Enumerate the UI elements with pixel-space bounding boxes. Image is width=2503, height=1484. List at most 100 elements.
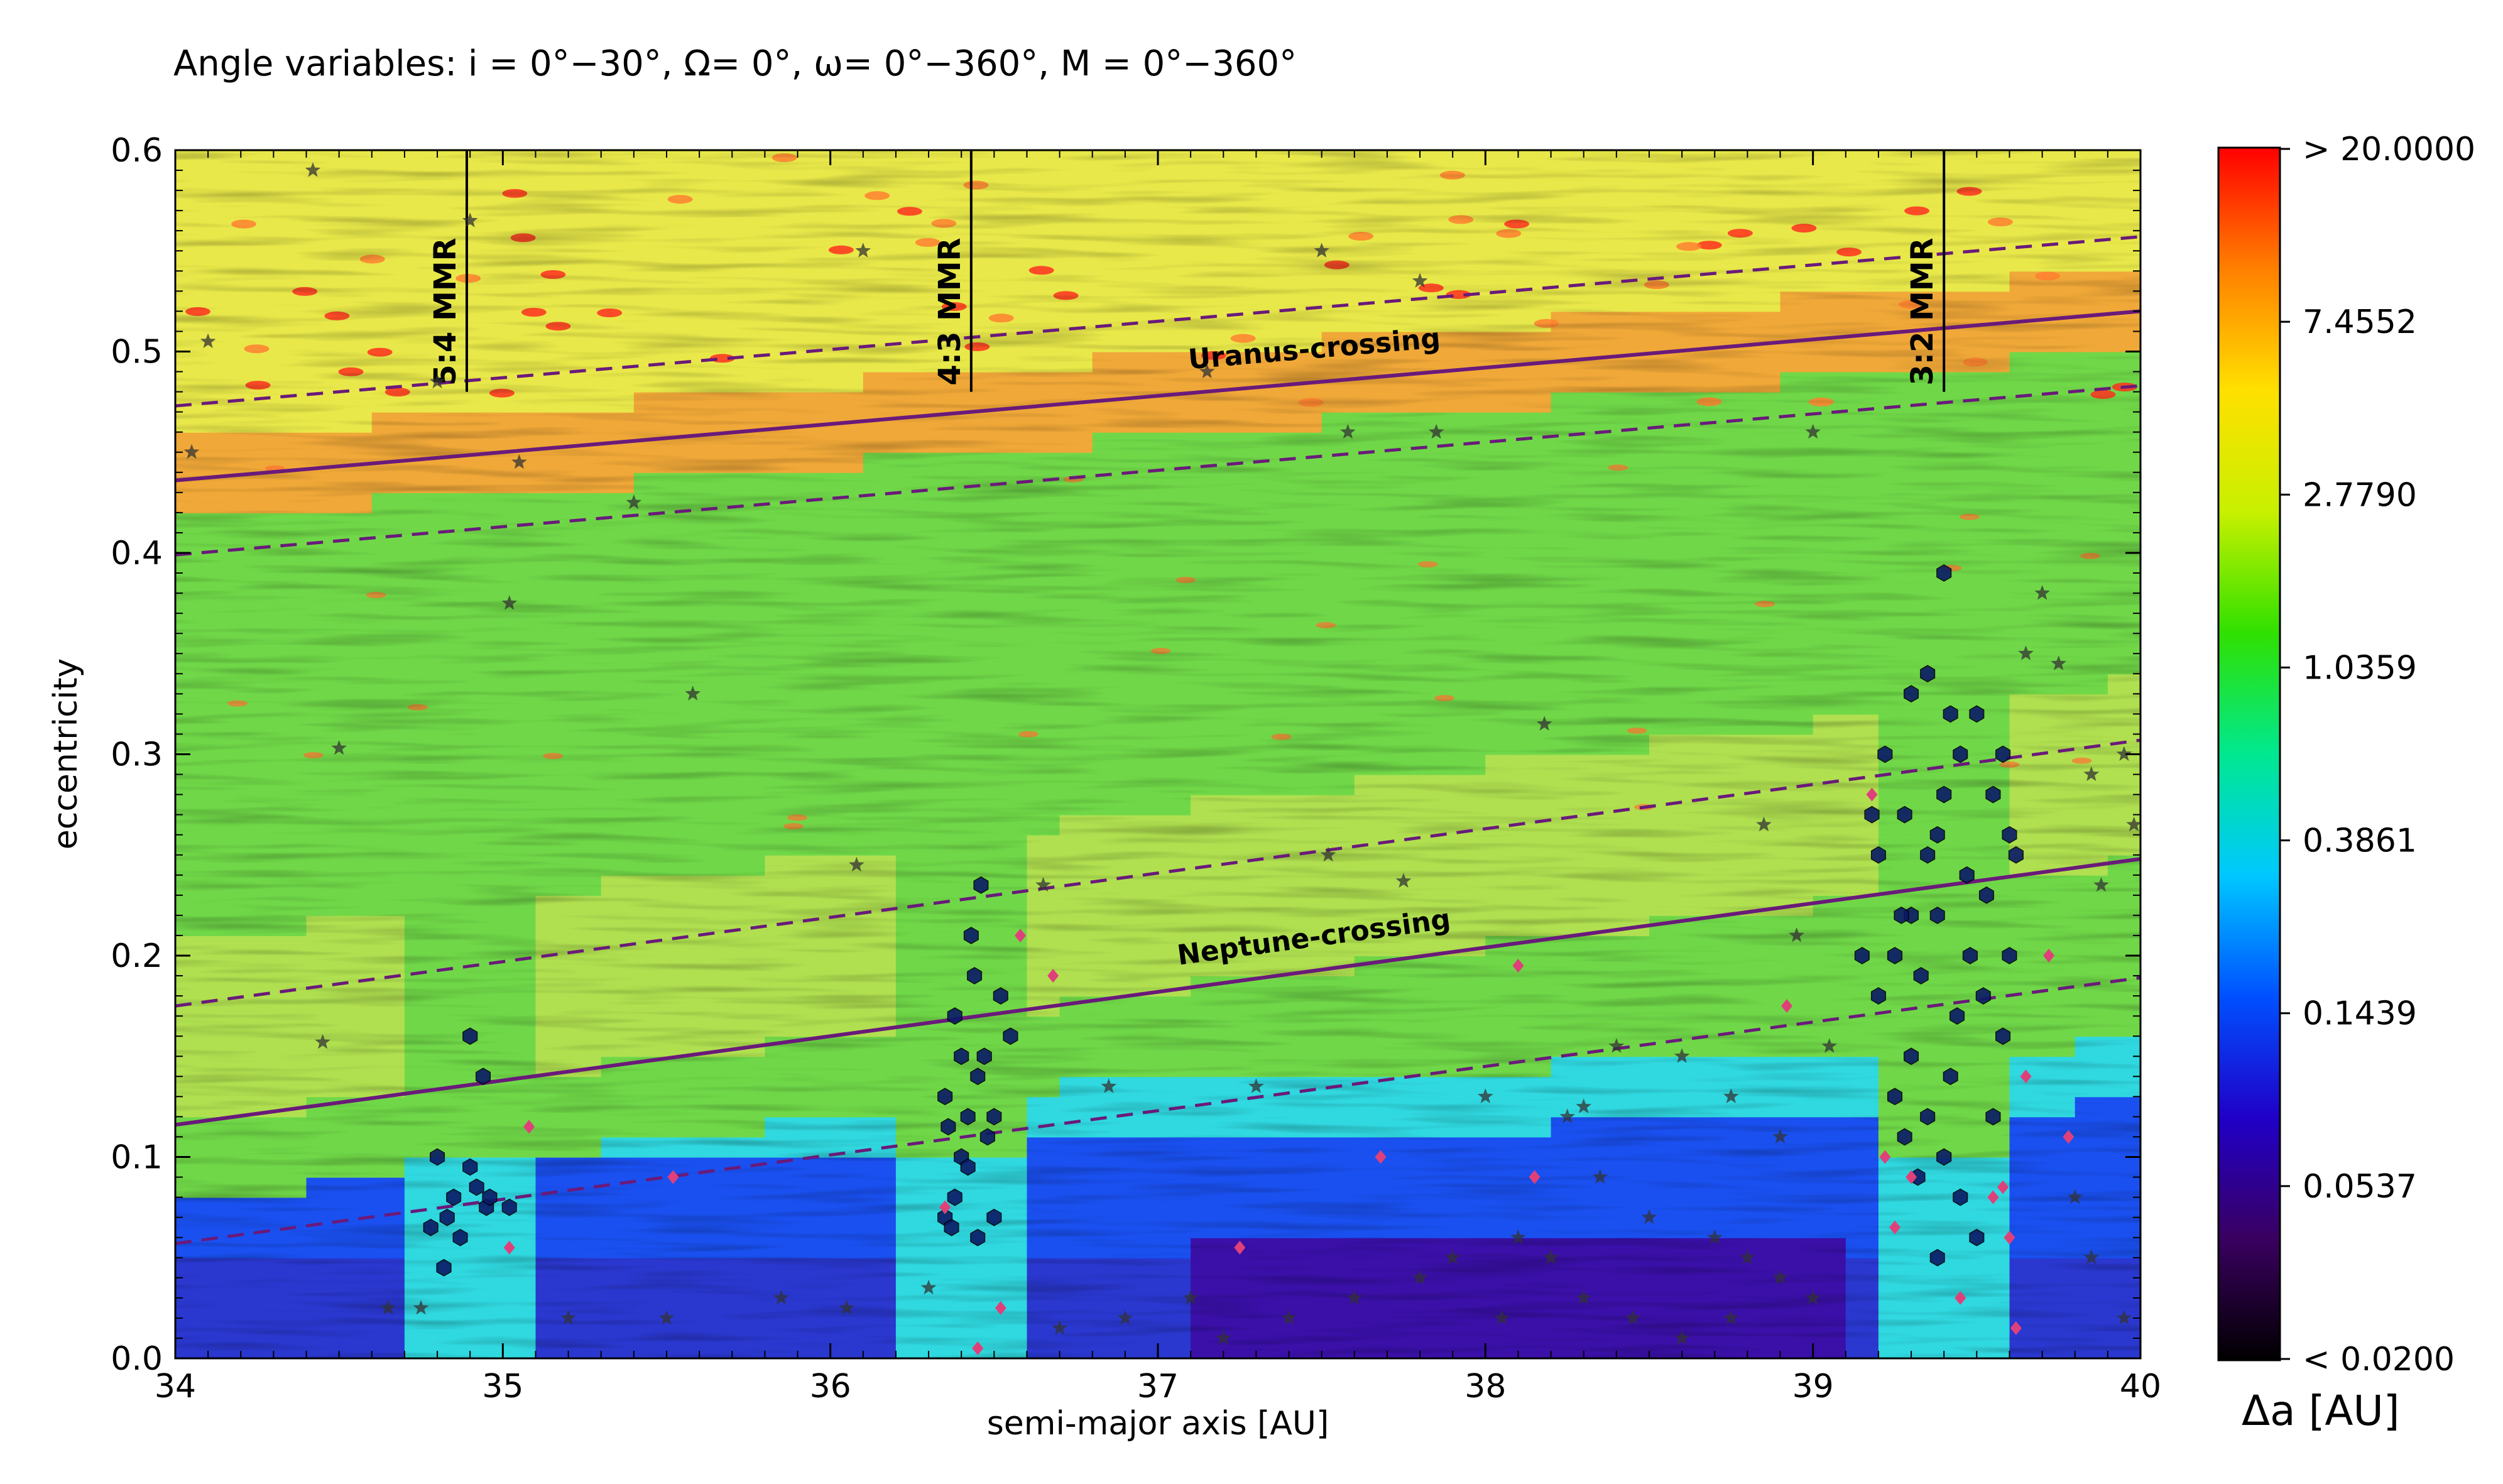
hexagon-point (973, 876, 989, 894)
hexagon-point (462, 1158, 478, 1176)
hexagon-point (979, 1128, 995, 1146)
star-points (183, 162, 2140, 1345)
hexagon-point (436, 1258, 452, 1277)
star-point (658, 1309, 675, 1325)
y-axis-ticks: 0.0 0.1 0.2 0.3 0.4 0.5 0.6 (111, 132, 2140, 1378)
x-tick-label: 38 (1464, 1368, 1506, 1405)
star-point (1320, 846, 1336, 862)
hexagon-point (1929, 1248, 1945, 1267)
star-point (413, 1299, 429, 1315)
crossing-band-line (175, 235, 2140, 408)
star-point (1723, 1088, 1739, 1103)
colorbar-gradient (2217, 146, 2281, 1361)
star-point (200, 333, 216, 348)
hexagon-point (970, 1228, 986, 1247)
colorbar-tick-label: 0.0537 (2303, 1168, 2417, 1206)
hexagon-point (970, 1067, 986, 1086)
hexagon-point (1943, 1067, 1958, 1086)
hexagon-point (976, 1047, 992, 1066)
hexagon-point (986, 1108, 1002, 1126)
hexagon-point (1978, 886, 1994, 904)
hexagon-point (452, 1228, 468, 1247)
hexagon-point (1904, 685, 1919, 703)
diamond-point (2020, 1069, 2032, 1084)
hexagon-point (1920, 1108, 1936, 1126)
star-point (462, 212, 478, 227)
hexagon-point (2002, 947, 2017, 964)
star-point (1395, 873, 1412, 888)
diamond-point (2043, 949, 2055, 963)
star-point (1543, 1249, 1559, 1265)
hexagon-point (993, 987, 1008, 1005)
star-point (1101, 1078, 1117, 1093)
hexagon-point (954, 1047, 969, 1066)
hexagon-point (476, 1067, 491, 1086)
star-point (1625, 1309, 1641, 1325)
star-point (1706, 1229, 1723, 1245)
hexagon-point (1962, 947, 1978, 964)
star-point (1756, 816, 1772, 832)
hexagon-point (1969, 705, 1985, 723)
colorbar-tick-label: 0.3861 (2303, 822, 2417, 860)
x-tick-label: 36 (810, 1368, 851, 1405)
y-tick-label: 0.4 (111, 535, 163, 572)
chart-title: Angle variables: i = 0°−30°, Ω= 0°, ω= 0… (173, 43, 1297, 84)
star-point (1576, 1098, 1592, 1113)
colorbar: > 20.0000 7.4552 2.7790 1.0359 0.3861 0.1439 0… (2217, 131, 2475, 1435)
crossing-band-line (175, 738, 2140, 1008)
star-point (1478, 1088, 1493, 1103)
star-point (1608, 1038, 1625, 1053)
star-point (1805, 1289, 1821, 1305)
hexagon-point (1969, 1228, 1985, 1247)
hexagon-point (1870, 846, 1886, 864)
star-point (1340, 423, 1356, 439)
hexagon-point (2002, 826, 2017, 844)
hexagon-point (941, 1118, 956, 1136)
star-point (1674, 1048, 1690, 1063)
colorbar-tick-label: 7.4552 (2303, 303, 2417, 341)
hexagon-point (1929, 826, 1945, 844)
star-point (1772, 1269, 1788, 1285)
diamond-point (1997, 1180, 2009, 1194)
y-tick-label: 0.6 (111, 132, 163, 170)
colorbar-label: Δa [AU] (2242, 1387, 2400, 1435)
hexagon-point (1894, 907, 1909, 924)
hexagon-point (944, 1218, 959, 1236)
star-point (1052, 1319, 1067, 1335)
diamond-point (1375, 1150, 1387, 1164)
diamond-point (1866, 787, 1878, 802)
x-tick-label: 39 (1792, 1368, 1834, 1405)
star-point (1494, 1309, 1510, 1325)
resonance-label: 3:2 MMR (1905, 237, 1940, 385)
hexagon-point (446, 1188, 462, 1206)
heatmap-texture (175, 150, 2140, 1358)
star-point (1281, 1309, 1297, 1325)
crossing-band-line (175, 384, 2140, 557)
colorbar-tick-label: 0.1439 (2303, 995, 2417, 1033)
star-point (1576, 1289, 1592, 1305)
star-point (1641, 1209, 1657, 1225)
star-point (1740, 1249, 1755, 1265)
colorbar-tick-label: 1.0359 (2303, 649, 2417, 687)
star-point (380, 1299, 396, 1315)
star-point (2093, 876, 2109, 892)
hexagon-point (1920, 665, 1936, 683)
star-point (1428, 423, 1444, 439)
hexagon-point (1904, 1047, 1919, 1066)
hexagon-point (1897, 805, 1912, 824)
hexagon-point (1985, 1108, 2001, 1126)
star-point (1536, 716, 1552, 731)
crossing-line (175, 309, 2140, 483)
star-point (2067, 1189, 2083, 1204)
star-point (1412, 1269, 1428, 1285)
star-point (2116, 1309, 2132, 1325)
crossing-line (175, 857, 2140, 1127)
colorbar-ticks: > 20.0000 7.4552 2.7790 1.0359 0.3861 0.1439 0… (2280, 131, 2475, 1378)
y-tick-label: 0.3 (111, 736, 163, 774)
hexagon-point (1877, 745, 1893, 763)
hexagon-point (937, 1088, 953, 1106)
diamond-point (523, 1120, 535, 1134)
diamond-point (503, 1240, 515, 1255)
